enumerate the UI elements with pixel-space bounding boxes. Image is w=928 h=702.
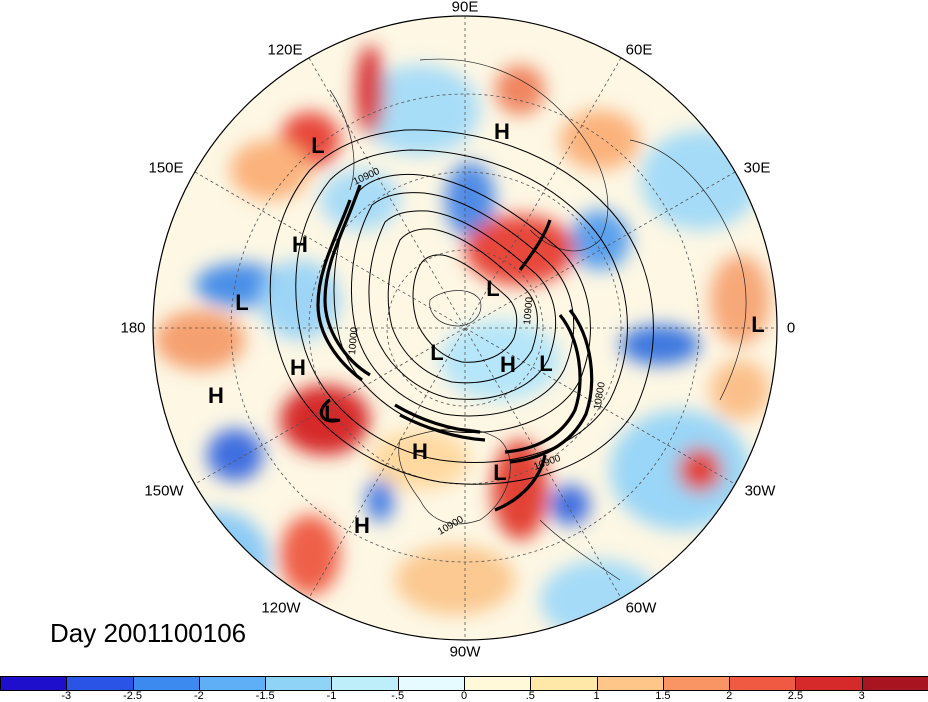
colorbar-tick-label: -2: [193, 690, 204, 702]
low-center-label: L: [751, 312, 764, 337]
colorbar-swatch: [331, 677, 398, 690]
colorbar-swatch: [132, 677, 199, 690]
high-center-label: H: [354, 513, 370, 538]
graticule: [153, 16, 777, 640]
colorbar-swatch: [397, 677, 464, 690]
low-center-label: L: [486, 276, 499, 301]
contour-label: 10800: [592, 381, 608, 411]
low-center-label: L: [311, 133, 324, 158]
map-boundary: [152, 15, 778, 641]
colorbar-swatch: [861, 677, 928, 690]
lon-label-30w: 30W: [744, 482, 776, 500]
high-center-label: H: [208, 383, 224, 408]
lon-label-0: 0: [786, 319, 796, 337]
colorbar-swatch: [795, 677, 862, 690]
polar-stereographic-map: 10900 10000 10800 10900 10900 10900 L H …: [152, 15, 778, 641]
colorbar-swatch: [729, 677, 796, 690]
colorbar-tick-label: .5: [525, 690, 535, 702]
colorbar-swatch: [662, 677, 730, 690]
low-center-label: L: [324, 401, 337, 426]
coastlines: [329, 58, 747, 581]
high-center-label: H: [500, 352, 516, 377]
low-center-label: L: [493, 460, 506, 485]
lon-label-60e: 60E: [625, 41, 653, 59]
high-center-label: H: [290, 355, 306, 380]
colorbar-swatch: [0, 677, 67, 690]
colorbar-swatch: [265, 677, 332, 690]
lon-label-120w: 120W: [261, 599, 301, 617]
lon-label-90e: 90E: [451, 0, 479, 16]
colorbar-swatch: [198, 677, 266, 690]
jet-contours: [316, 184, 594, 512]
colorbar-tick-label: -2.5: [123, 690, 143, 702]
colorbar-swatch: [530, 677, 597, 690]
colorbar-tick-label: 2.5: [787, 690, 804, 702]
low-center-label: L: [235, 290, 248, 315]
colorbar-swatch: [463, 677, 531, 690]
colorbar-tick-label: -1: [326, 690, 337, 702]
colorbar-tick-label: 2: [726, 690, 733, 702]
day-label: Day 2001100106: [50, 618, 247, 648]
high-center-label: H: [494, 119, 510, 144]
lon-label-150w: 150W: [144, 482, 184, 500]
colorbar-swatch: [596, 677, 663, 690]
colorbar-tick-label: 1: [593, 690, 600, 702]
high-center-label: H: [292, 232, 308, 257]
lon-label-150e: 150E: [148, 159, 184, 177]
contour-label: 10000: [347, 326, 360, 355]
low-center-label: L: [539, 351, 552, 376]
colorbar-tick-label: 3: [858, 690, 865, 702]
lon-label-90w: 90W: [449, 643, 481, 661]
contour-label: 10900: [522, 296, 535, 325]
height-contours: [269, 129, 654, 485]
lon-label-180: 180: [120, 319, 146, 337]
pressure-centers: L H H L L L H L L H H L H L H H: [208, 119, 765, 538]
low-center-label: L: [430, 340, 443, 365]
colorbar-tick-label: -.5: [391, 690, 405, 702]
high-center-label: H: [412, 439, 428, 464]
colorbar-tick-label: 0: [460, 690, 468, 702]
lon-label-30e: 30E: [743, 159, 771, 177]
colorbar: [0, 676, 928, 691]
colorbar-swatch: [66, 677, 133, 690]
lon-label-120e: 120E: [267, 41, 303, 59]
colorbar-tick-label: -3: [61, 690, 72, 702]
lon-label-60w: 60W: [625, 599, 657, 617]
colorbar-tick-label: 1.5: [655, 690, 671, 702]
colorbar-tick-label: -1.5: [255, 690, 275, 702]
